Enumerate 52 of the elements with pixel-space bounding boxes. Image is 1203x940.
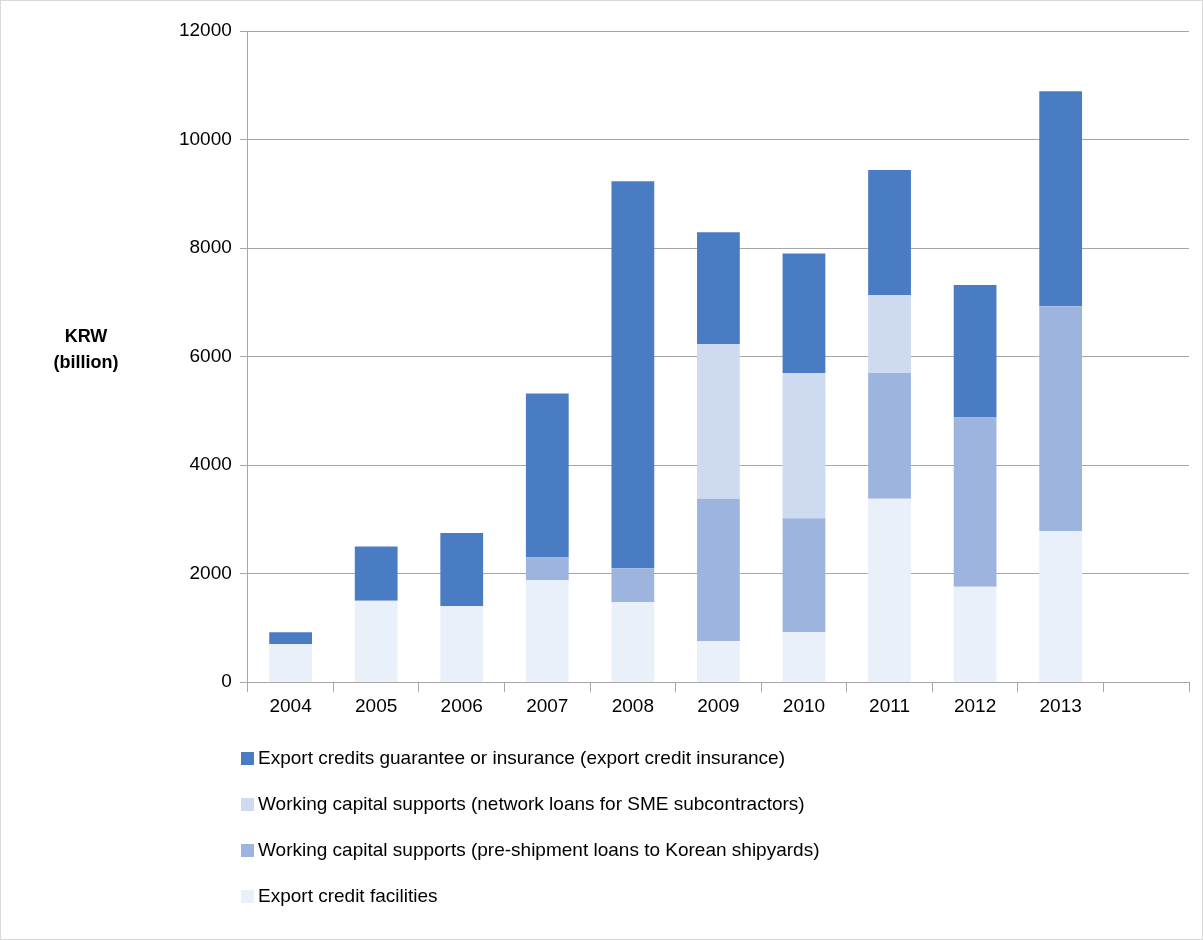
y-axis-title: KRW (billion) [52,325,120,374]
bar [440,532,484,607]
y-tick-label: 2000 [189,561,232,583]
legend-label: Export credit facilities [258,885,438,907]
bar [611,568,655,602]
y-tick-label: 10000 [178,127,232,149]
bar [953,417,997,587]
bar [697,232,740,345]
bar [269,632,313,645]
legend-label: Export credits guarantee or insurance (export credit insurance) [258,747,785,769]
bar [953,586,997,682]
bar [1039,306,1083,532]
bar [868,295,911,373]
x-tick-label: 2006 [440,694,483,716]
bar [611,181,655,569]
x-tick-label: 2005 [355,694,398,716]
bar [868,169,911,296]
bar [782,518,826,633]
bar [782,632,826,682]
bar [611,601,655,682]
y-tick-label: 4000 [189,453,232,475]
x-tick-label: 2010 [782,694,826,716]
bar [1039,91,1083,307]
x-tick-label: 2013 [1039,694,1082,716]
bar [868,498,911,682]
legend-label: Working capital supports (network loans for SME subcontractors) [258,793,805,815]
legend-label: Working capital supports (pre-shipment loans to Korean shipyards) [258,839,820,861]
x-tick-label: 2007 [526,694,569,716]
y-tick-label: 12000 [178,19,232,41]
bar [697,344,740,499]
x-tick-label: 2004 [269,694,313,716]
bar [525,393,569,558]
bar [782,253,826,373]
x-tick-label: 2012 [953,694,997,716]
bar [269,644,313,682]
bar [697,640,740,682]
y-tick-label: 6000 [189,344,232,366]
bar [440,606,484,682]
bar [953,284,997,418]
bar [868,372,911,499]
x-tick-label: 2011 [869,694,910,716]
x-tick-label: 2009 [697,694,740,716]
bar [1039,531,1083,682]
bar [782,372,826,519]
bar [525,557,569,581]
bar [354,546,398,601]
bar [354,600,398,682]
y-tick-label: 0 [221,670,232,692]
bar [697,498,740,641]
y-tick-label: 8000 [189,236,232,258]
x-tick-label: 2008 [611,694,654,716]
bar [525,580,569,682]
